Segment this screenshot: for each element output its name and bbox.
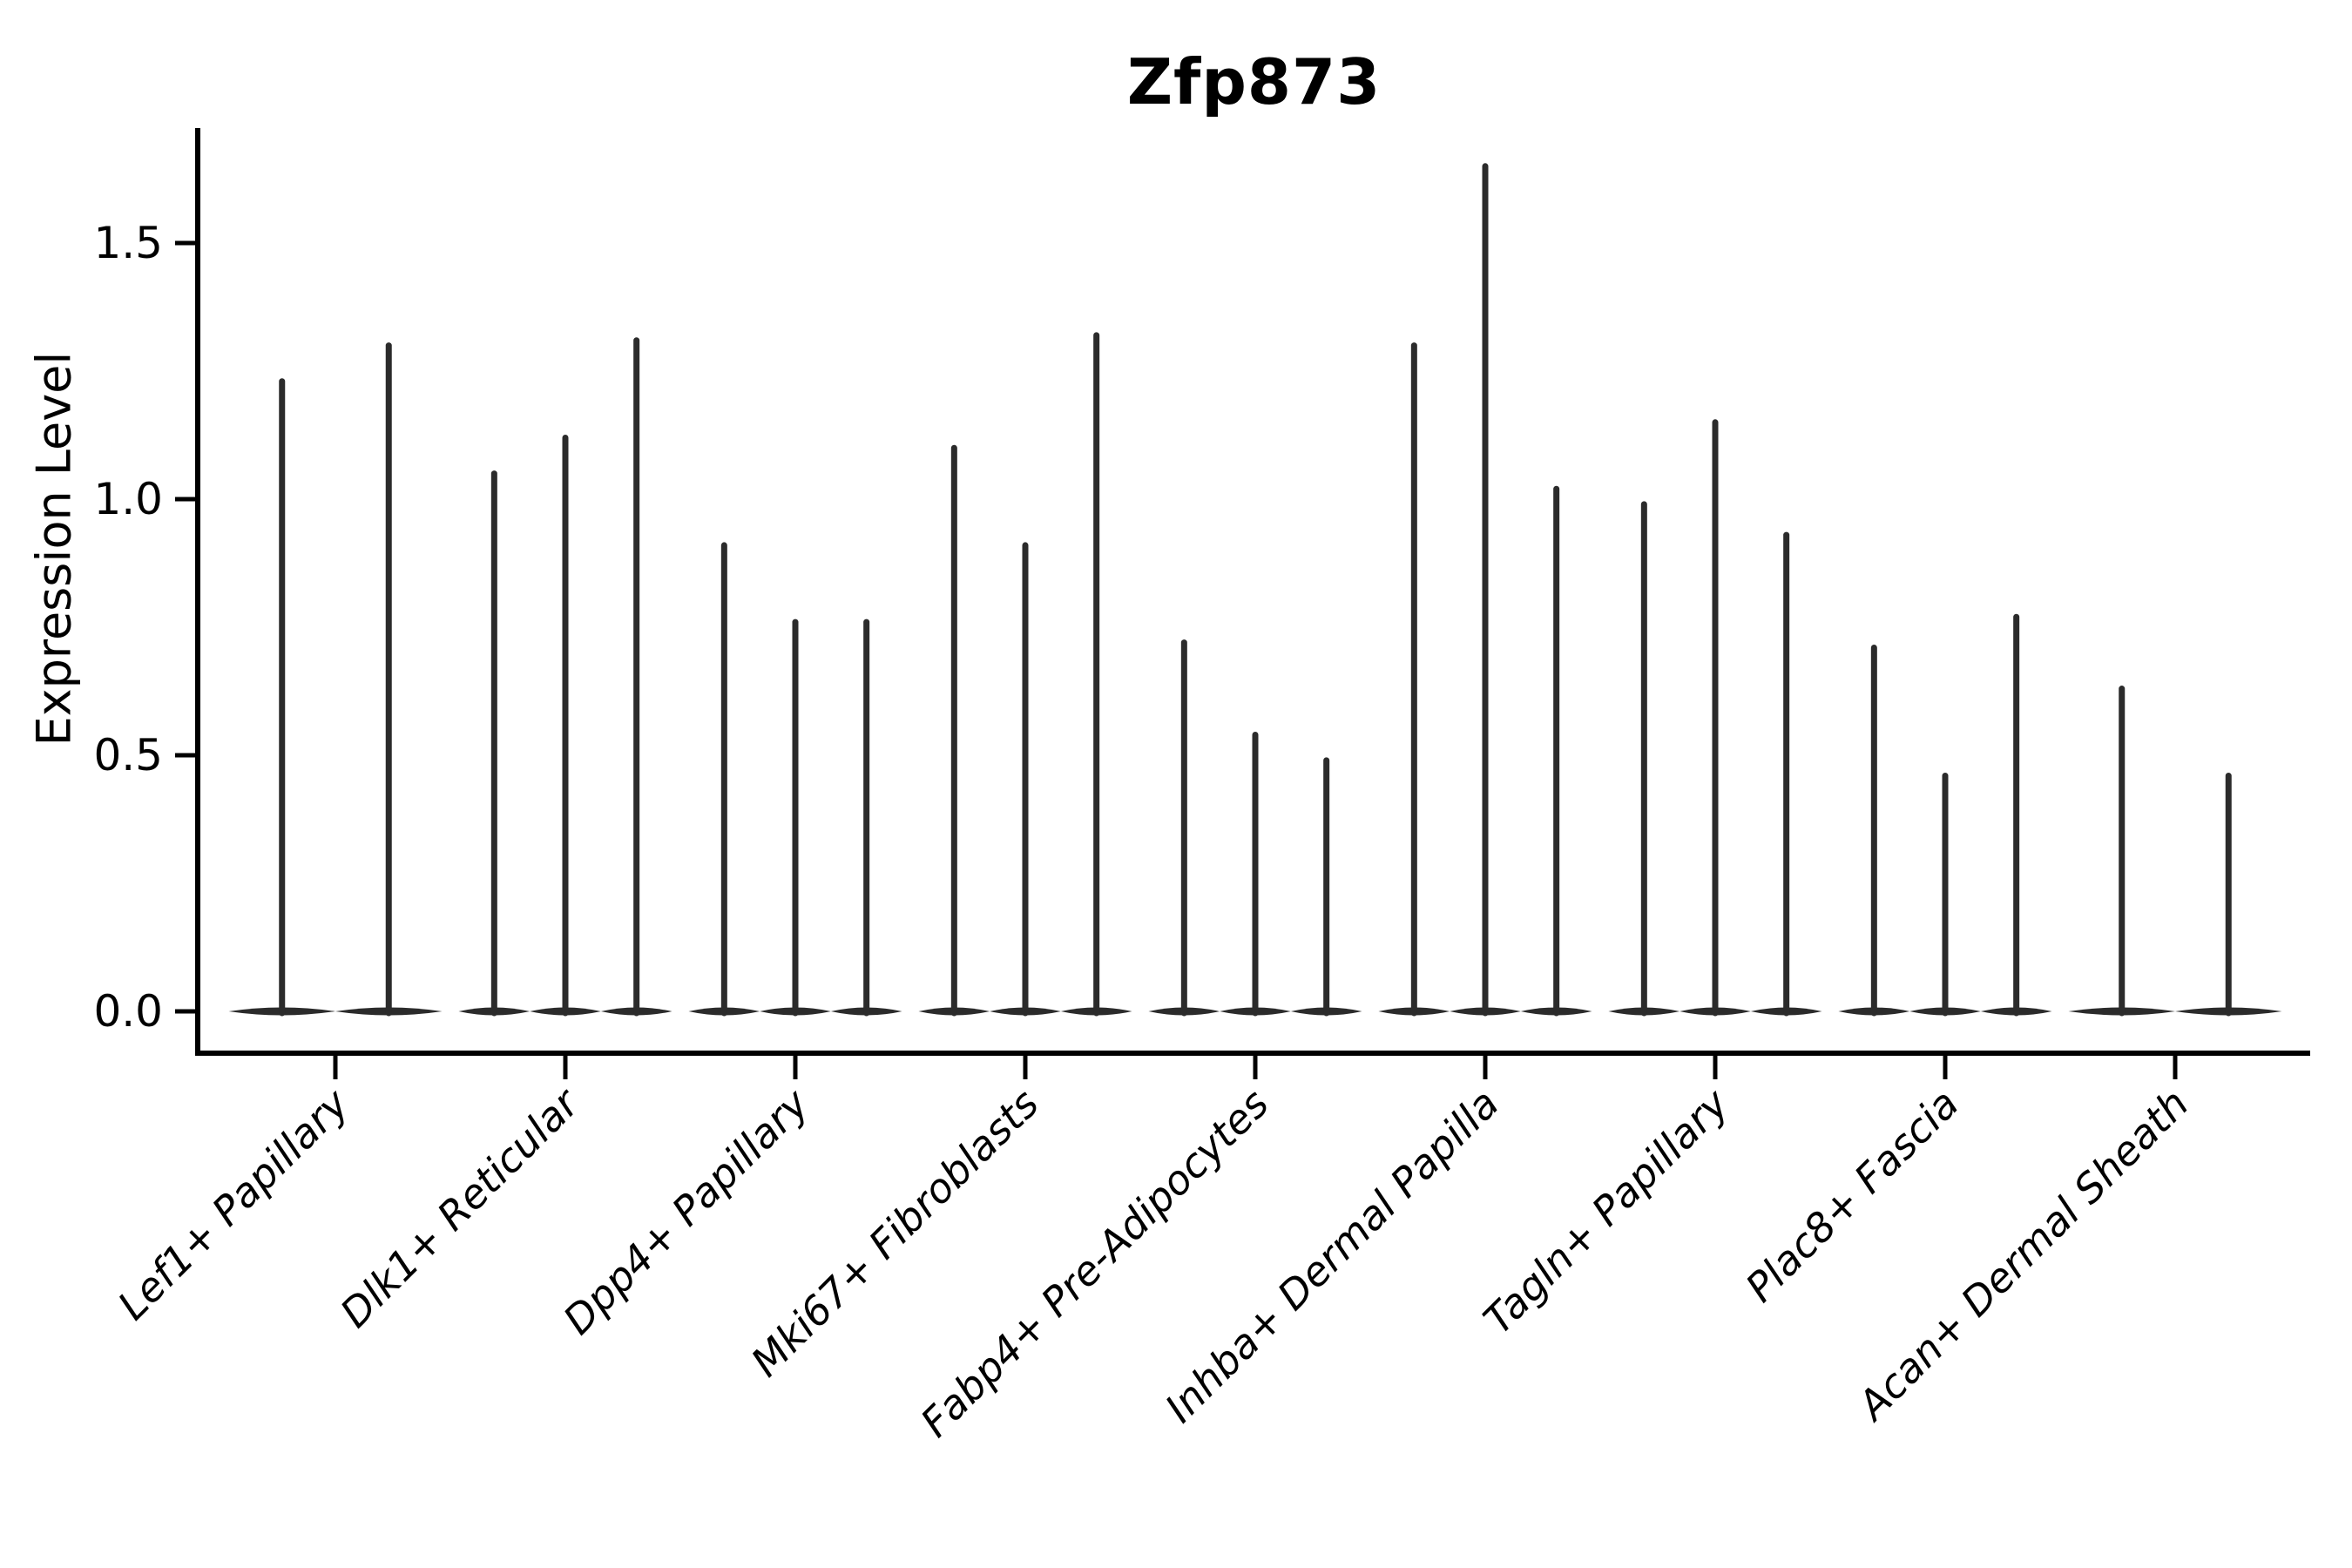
chart-title: Zfp873 bbox=[1126, 45, 1382, 118]
x-tick-label: Tagln+ Papillary bbox=[1474, 1079, 1738, 1343]
x-tick-label: Dlk1+ Reticular bbox=[331, 1078, 590, 1336]
x-tick-label: Lef1+ Papillary bbox=[109, 1079, 358, 1328]
x-tick-label: Dpp4+ Papillary bbox=[554, 1079, 818, 1343]
y-tick-label: 0.5 bbox=[93, 730, 163, 781]
y-tick-label: 1.0 bbox=[93, 474, 163, 524]
y-tick-label: 1.5 bbox=[93, 218, 163, 268]
y-tick-label: 0.0 bbox=[93, 986, 163, 1037]
x-tick-label: Plac8+ Fascia bbox=[1736, 1080, 1967, 1311]
